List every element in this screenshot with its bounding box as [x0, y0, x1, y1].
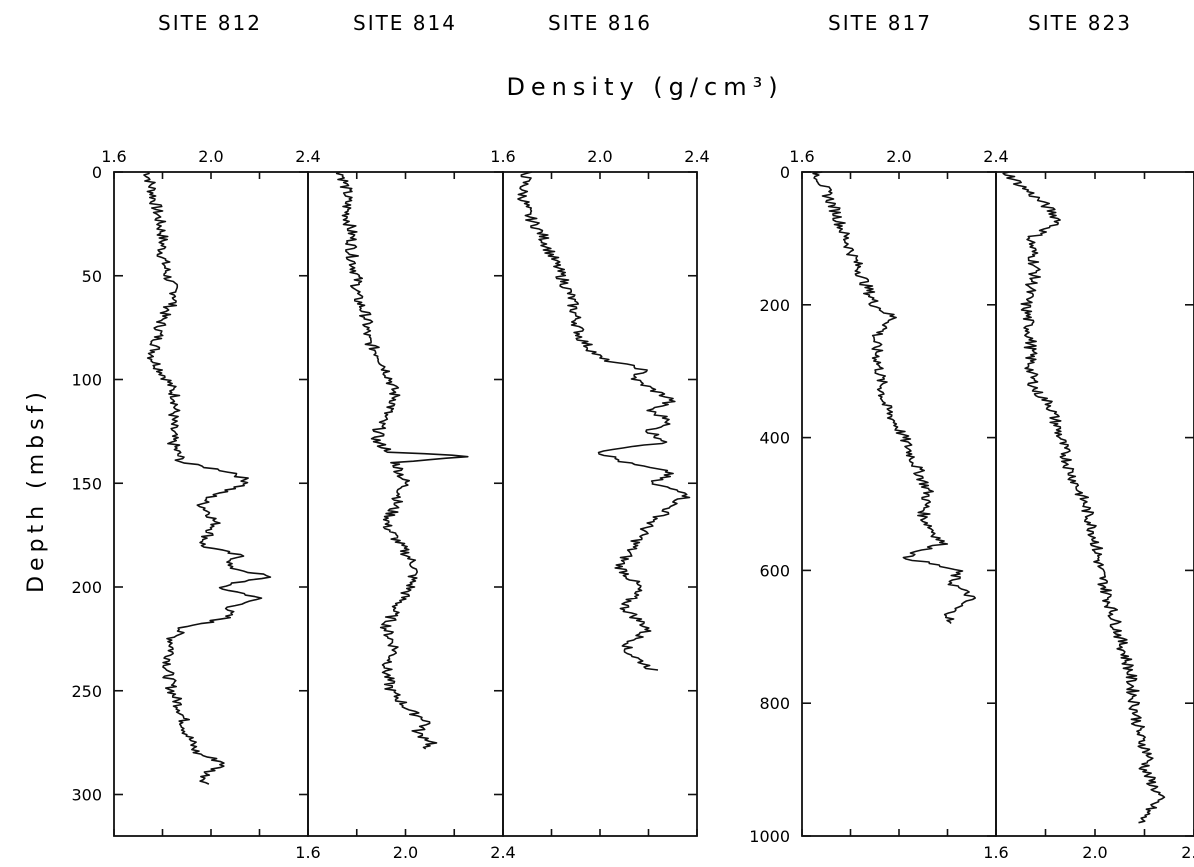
x-tick-label-bottom: 2.0: [393, 843, 418, 862]
panel-title-3: SITE 817: [828, 11, 932, 35]
density-trace-4: [1002, 171, 1166, 824]
y-tick-label: 300: [71, 786, 102, 805]
panel-title-4: SITE 823: [1028, 11, 1132, 35]
y-tick-label: 50: [82, 267, 102, 286]
x-tick-label-top: 1.6: [789, 147, 814, 166]
x-tick-label-bottom: 2.4: [1181, 843, 1194, 862]
density-trace-0: [143, 171, 272, 785]
x-tick-label-top: 2.4: [295, 147, 320, 166]
panel-title-2: SITE 816: [548, 11, 652, 35]
x-tick-label-top: 2.4: [983, 147, 1008, 166]
x-tick-label-top: 1.6: [101, 147, 126, 166]
y-tick-label: 0: [92, 163, 102, 182]
y-tick-label: 400: [759, 429, 790, 448]
panel-frame-1: [307, 171, 504, 837]
y-axis-label: Depth (mbsf): [24, 387, 49, 593]
panel-frame-2: [502, 171, 698, 837]
x-tick-label-top: 1.6: [490, 147, 515, 166]
x-tick-label-top: 2.0: [886, 147, 911, 166]
y-tick-label: 600: [759, 561, 790, 580]
x-tick-label-top: 2.0: [587, 147, 612, 166]
x-tick-label-bottom: 1.6: [983, 843, 1008, 862]
x-tick-label-top: 2.4: [684, 147, 709, 166]
y-tick-label: 200: [71, 578, 102, 597]
y-tick-label: 150: [71, 474, 102, 493]
x-tick-label-top: 2.0: [198, 147, 223, 166]
x-tick-label-bottom: 1.6: [295, 843, 320, 862]
y-tick-label: 200: [759, 296, 790, 315]
y-tick-label: 1000: [749, 827, 790, 846]
chart-title: Density (g/cm³): [506, 73, 783, 101]
density-trace-1: [335, 171, 469, 750]
panel-title-1: SITE 814: [353, 11, 457, 35]
panel-frame-3: [801, 171, 997, 837]
x-tick-label-bottom: 2.0: [1082, 843, 1107, 862]
panel-frame-0: [113, 171, 309, 837]
y-tick-label: 800: [759, 694, 790, 713]
y-tick-label: 0: [780, 163, 790, 182]
y-tick-label: 100: [71, 371, 102, 390]
panel-title-0: SITE 812: [158, 11, 262, 35]
panel-frame-4: [995, 171, 1194, 837]
density-trace-3: [812, 171, 977, 624]
y-tick-label: 250: [71, 682, 102, 701]
x-tick-label-bottom: 2.4: [490, 843, 515, 862]
density-trace-2: [517, 171, 691, 671]
